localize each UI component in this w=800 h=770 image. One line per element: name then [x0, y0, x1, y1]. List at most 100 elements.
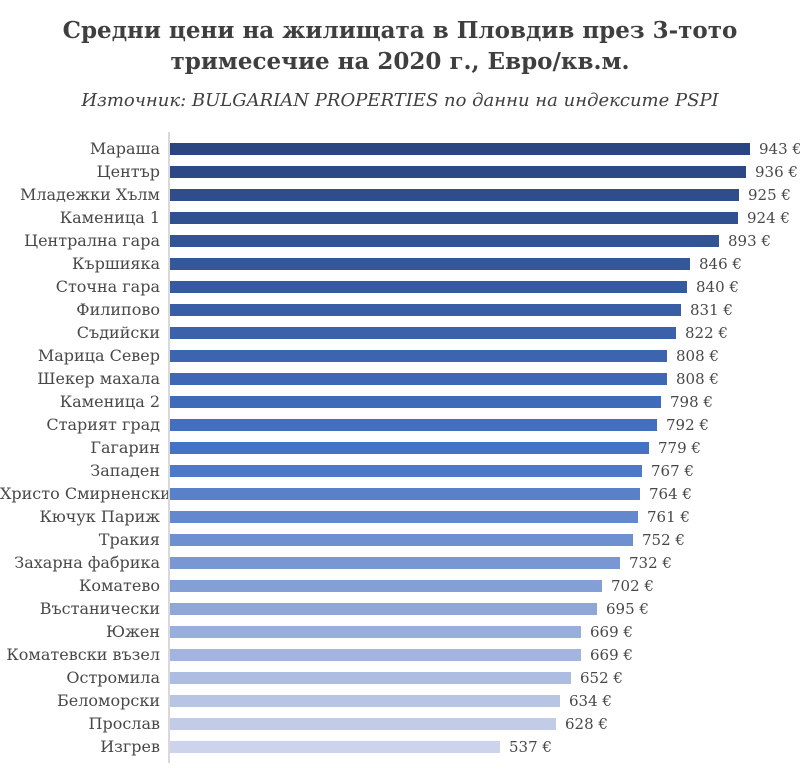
- bar-track: 822 €: [170, 321, 800, 344]
- bar: [170, 671, 571, 684]
- bar-row: Изгрев 537 €: [0, 735, 800, 758]
- chart-title-line1: Средни цени на жилищата в Пловдив през 3…: [62, 17, 738, 44]
- category-label: Марица Север: [37, 346, 160, 365]
- bar-track: 732 €: [170, 551, 800, 574]
- bar-track: 943 €: [170, 137, 800, 160]
- bar: [170, 234, 719, 247]
- value-label: 695 €: [606, 599, 649, 618]
- value-label: 792 €: [666, 415, 709, 434]
- category-label: Южен: [106, 622, 160, 641]
- value-label: 924 €: [747, 208, 790, 227]
- bar: [170, 188, 739, 201]
- bar: [170, 510, 638, 523]
- bar-row: Шекер махала 808 €: [0, 367, 800, 390]
- bar-row: Западен 767 €: [0, 459, 800, 482]
- value-label: 634 €: [569, 691, 612, 710]
- bar-row: Център 936 €: [0, 160, 800, 183]
- bar: [170, 257, 690, 270]
- bar-track: 792 €: [170, 413, 800, 436]
- bar-row: Старият град 792 €: [0, 413, 800, 436]
- value-label: 537 €: [509, 737, 552, 756]
- bar-track: 925 €: [170, 183, 800, 206]
- bar: [170, 602, 597, 615]
- category-label: Захарна фабрика: [14, 553, 160, 572]
- category-label: Прослав: [88, 714, 161, 733]
- bar: [170, 625, 581, 638]
- value-label: 752 €: [642, 530, 685, 549]
- value-label: 669 €: [590, 645, 633, 664]
- bar-track: 808 €: [170, 367, 800, 390]
- bar-row: Кършияка 846 €: [0, 252, 800, 275]
- value-label: 831 €: [690, 300, 733, 319]
- category-label: Кючук Париж: [39, 507, 160, 526]
- category-label: Централна гара: [24, 231, 160, 250]
- category-label: Център: [96, 162, 160, 181]
- bar-track: 764 €: [170, 482, 800, 505]
- bar-track: 628 €: [170, 712, 800, 735]
- category-label: Сточна гара: [55, 277, 160, 296]
- category-label: Гагарин: [90, 438, 160, 457]
- value-label: 822 €: [685, 323, 728, 342]
- value-label: 652 €: [580, 668, 623, 687]
- category-label: Шекер махала: [37, 369, 160, 388]
- y-axis-line: [168, 132, 170, 763]
- bar-row: Южен 669 €: [0, 620, 800, 643]
- category-label: Младежки Хълм: [19, 185, 160, 204]
- bar-row: Марица Север 808 €: [0, 344, 800, 367]
- bar-track: 936 €: [170, 160, 800, 183]
- bar-track: 702 €: [170, 574, 800, 597]
- bar: [170, 211, 738, 224]
- bar-row: Захарна фабрика 732 €: [0, 551, 800, 574]
- category-label: Старият град: [46, 415, 160, 434]
- bar-rows: Мараша 943 € Център 936 € Младежки Хълм 925 €…: [0, 137, 800, 758]
- bar-row: Христо Смирненски 764 €: [0, 482, 800, 505]
- bar-track: 767 €: [170, 459, 800, 482]
- bar-track: 831 €: [170, 298, 800, 321]
- bar: [170, 303, 681, 316]
- bar-track: 779 €: [170, 436, 800, 459]
- bar-row: Прослав 628 €: [0, 712, 800, 735]
- bar-track: 652 €: [170, 666, 800, 689]
- bar: [170, 372, 667, 385]
- value-label: 925 €: [748, 185, 791, 204]
- bar-track: 669 €: [170, 620, 800, 643]
- value-label: 846 €: [699, 254, 742, 273]
- bar-row: Мараша 943 €: [0, 137, 800, 160]
- bar-row: Коматевски възел 669 €: [0, 643, 800, 666]
- bar-track: 752 €: [170, 528, 800, 551]
- bar: [170, 556, 620, 569]
- chart-title-line2: тримесечие на 2020 г., Евро/кв.м.: [170, 48, 630, 75]
- bar-track: 808 €: [170, 344, 800, 367]
- bar-track: 537 €: [170, 735, 800, 758]
- value-label: 943 €: [759, 139, 800, 158]
- category-label: Каменица 2: [59, 392, 160, 411]
- bar-track: 695 €: [170, 597, 800, 620]
- bar-row: Каменица 1 924 €: [0, 206, 800, 229]
- bar: [170, 533, 633, 546]
- bar: [170, 694, 560, 707]
- chart-source-subtitle: Източник: BULGARIAN PROPERTIES по данни …: [81, 90, 719, 111]
- value-label: 767 €: [651, 461, 694, 480]
- value-label: 808 €: [676, 369, 719, 388]
- bar: [170, 464, 642, 477]
- value-label: 732 €: [629, 553, 672, 572]
- bar-row: Остромила 652 €: [0, 666, 800, 689]
- bar: [170, 441, 649, 454]
- category-label: Мараша: [89, 139, 160, 158]
- category-label: Филипово: [76, 300, 160, 319]
- bar: [170, 349, 667, 362]
- bar-row: Коматево 702 €: [0, 574, 800, 597]
- category-label: Христо Смирненски: [0, 484, 170, 503]
- category-label: Тракия: [98, 530, 160, 549]
- value-label: 669 €: [590, 622, 633, 641]
- bar: [170, 280, 687, 293]
- bar-row: Филипово 831 €: [0, 298, 800, 321]
- bar: [170, 648, 581, 661]
- bar-track: 798 €: [170, 390, 800, 413]
- bar-track: 893 €: [170, 229, 800, 252]
- bar-track: 634 €: [170, 689, 800, 712]
- bar-row: Кючук Париж 761 €: [0, 505, 800, 528]
- bar: [170, 579, 602, 592]
- bar-row: Централна гара 893 €: [0, 229, 800, 252]
